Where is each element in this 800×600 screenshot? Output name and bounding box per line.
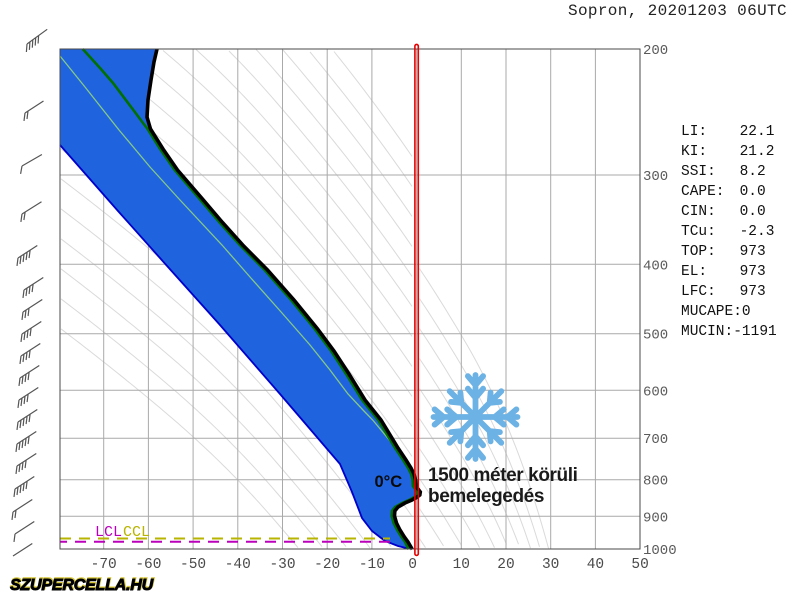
svg-text:600: 600 [643, 384, 668, 400]
svg-text:8.2: 8.2 [740, 164, 766, 180]
svg-text:973: 973 [740, 244, 766, 260]
svg-text:-50: -50 [180, 557, 206, 573]
svg-text:22.1: 22.1 [740, 124, 775, 140]
svg-text:40: 40 [587, 557, 604, 573]
svg-text:0: 0 [408, 557, 417, 573]
svg-text:800: 800 [643, 474, 668, 490]
svg-text:CIN:: CIN: [681, 204, 716, 220]
svg-text:EL:: EL: [681, 264, 707, 280]
svg-text:300: 300 [643, 169, 668, 185]
svg-text:200: 200 [643, 43, 668, 59]
svg-text:-60: -60 [135, 557, 161, 573]
svg-text:CCL: CCL [123, 524, 150, 541]
svg-text:0°C: 0°C [375, 473, 403, 491]
svg-text:50: 50 [631, 557, 648, 573]
svg-text:LFC:: LFC: [681, 284, 716, 300]
svg-text:-2.3: -2.3 [740, 224, 775, 240]
svg-text:973: 973 [740, 284, 766, 300]
svg-text:KI:: KI: [681, 144, 707, 160]
svg-text:973: 973 [740, 264, 766, 280]
svg-text:-40: -40 [225, 557, 251, 573]
svg-text:21.2: 21.2 [740, 144, 775, 160]
svg-text:700: 700 [643, 432, 668, 448]
svg-text:MUCAPE:0: MUCAPE:0 [681, 304, 751, 320]
svg-text:1500 méter körüli: 1500 méter körüli [428, 465, 578, 486]
svg-text:1000: 1000 [643, 543, 677, 559]
svg-text:0.0: 0.0 [740, 184, 766, 200]
svg-text:900: 900 [643, 510, 668, 526]
svg-text:0.0: 0.0 [740, 204, 766, 220]
svg-text:TOP:: TOP: [681, 244, 716, 260]
svg-text:-30: -30 [269, 557, 295, 573]
svg-text:500: 500 [643, 328, 668, 344]
svg-text:bemelegedés: bemelegedés [428, 486, 544, 507]
svg-text:SSI:: SSI: [681, 164, 716, 180]
svg-text:400: 400 [643, 258, 668, 274]
svg-text:SZUPERCELLA.HU: SZUPERCELLA.HU [11, 576, 155, 593]
svg-text:SZUPERCELLA.HU: SZUPERCELLA.HU [10, 577, 154, 594]
svg-text:LI:: LI: [681, 124, 707, 140]
svg-text:-70: -70 [91, 557, 117, 573]
svg-text:CAPE:: CAPE: [681, 184, 725, 200]
svg-text:LCL: LCL [95, 524, 122, 541]
svg-text:10: 10 [453, 557, 470, 573]
svg-text:Sopron, 20201203 06UTC: Sopron, 20201203 06UTC [568, 2, 787, 20]
svg-text:-20: -20 [314, 557, 340, 573]
svg-text:-10: -10 [359, 557, 385, 573]
svg-text:MUCIN:-1191: MUCIN:-1191 [681, 324, 777, 340]
svg-text:20: 20 [497, 557, 514, 573]
svg-text:30: 30 [542, 557, 559, 573]
svg-text:TCu:: TCu: [681, 224, 716, 240]
